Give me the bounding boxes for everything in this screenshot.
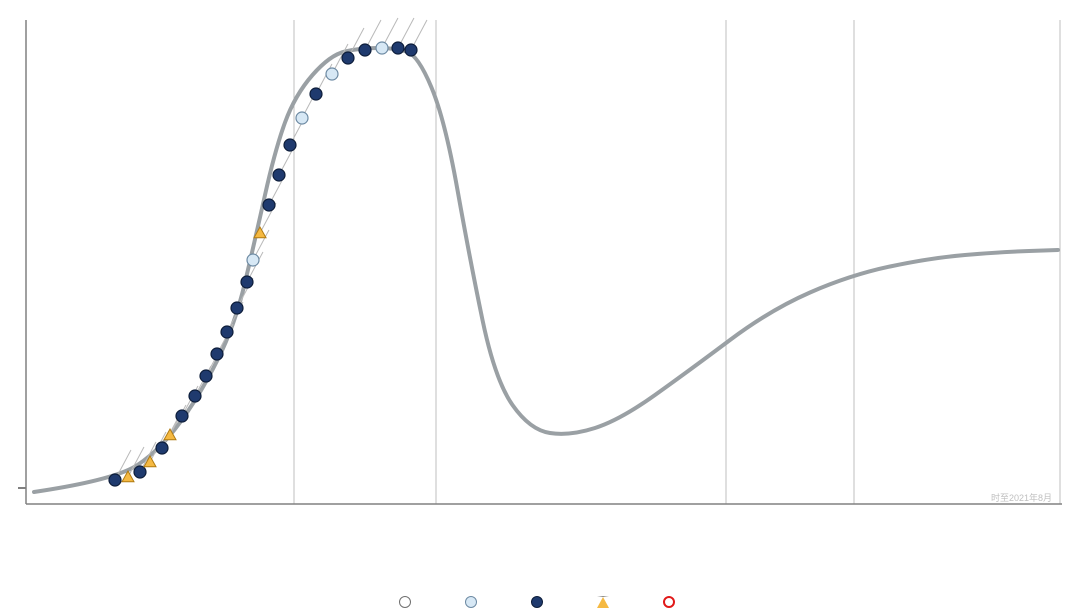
circle-icon [531, 596, 543, 608]
chart-svg [0, 0, 1080, 614]
hype-cycle-chart: 时至2021年8月 [0, 0, 1080, 614]
triangle-icon [597, 596, 609, 608]
legend-item [399, 596, 417, 608]
legend-item [531, 596, 549, 608]
legend-item [663, 596, 681, 608]
footer-note: 时至2021年8月 [991, 491, 1052, 504]
circle-icon [399, 596, 411, 608]
legend [0, 596, 1080, 608]
legend-item [597, 596, 615, 608]
legend-item [465, 596, 483, 608]
circle-icon [663, 596, 675, 608]
circle-icon [465, 596, 477, 608]
